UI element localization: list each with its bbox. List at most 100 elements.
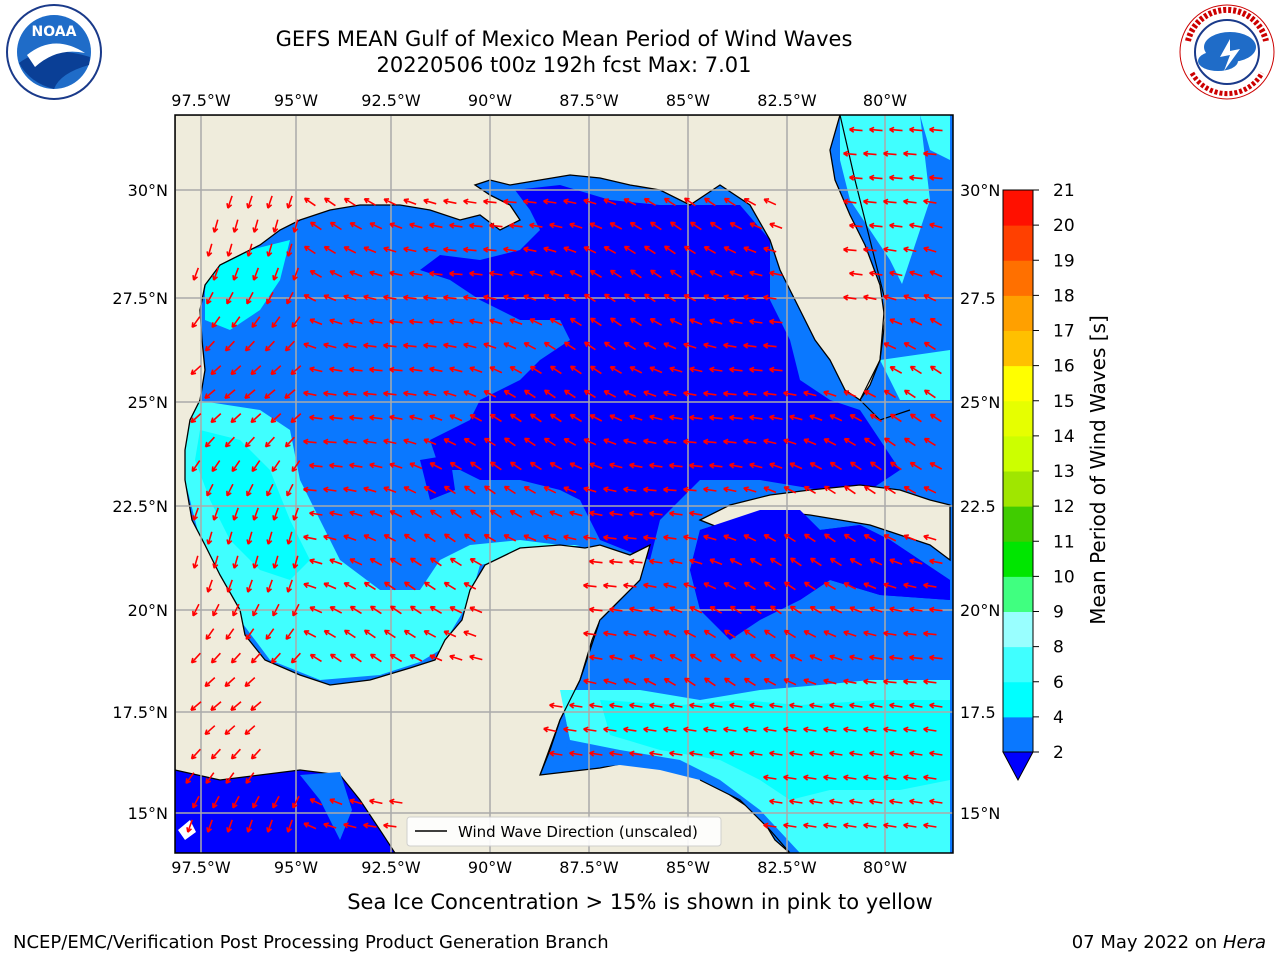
- wind-arrow: [663, 197, 676, 207]
- wind-arrow: [250, 413, 262, 424]
- wind-arrow: [563, 389, 576, 399]
- wind-arrow: [303, 294, 317, 302]
- wind-arrow: [323, 342, 337, 349]
- wind-arrow: [809, 606, 822, 614]
- wind-arrow: [252, 219, 259, 233]
- wind-arrow: [743, 726, 757, 733]
- wind-arrow: [909, 798, 923, 805]
- wind-arrow: [383, 294, 397, 301]
- wind-arrow: [843, 246, 857, 253]
- wind-arrow: [849, 558, 863, 566]
- lon-label-top: 90°W: [468, 91, 512, 110]
- wind-arrow: [669, 221, 682, 231]
- wind-arrow: [849, 654, 863, 661]
- wind-arrow: [206, 579, 213, 593]
- wind-arrow: [489, 413, 502, 423]
- wind-arrow: [769, 318, 783, 325]
- wind-arrow: [869, 222, 883, 229]
- wind-arrow: [683, 294, 697, 302]
- wind-arrow: [889, 126, 903, 133]
- wind-arrow: [789, 414, 803, 421]
- wind-arrow: [563, 534, 577, 541]
- wind-arrow: [383, 629, 396, 639]
- wind-arrow: [246, 195, 253, 209]
- wind-arrow: [449, 222, 463, 229]
- wind-arrow: [629, 654, 643, 661]
- wind-arrow: [929, 798, 943, 805]
- wind-arrow: [769, 222, 783, 229]
- wind-arrow: [703, 294, 717, 302]
- wind-arrow: [883, 534, 897, 542]
- wind-arrow: [863, 390, 877, 398]
- map-title: GEFS MEAN Gulf of Mexico Mean Period of …: [275, 27, 853, 51]
- wind-arrow: [763, 534, 777, 542]
- wind-arrow: [809, 414, 823, 421]
- wind-arrow: [589, 414, 603, 422]
- lat-label-right: 27.5: [960, 289, 996, 308]
- wind-arrow: [629, 750, 643, 757]
- wind-arrow: [286, 483, 294, 497]
- wind-arrow: [523, 294, 537, 301]
- wind-arrow: [291, 316, 301, 329]
- colorbar-tick: 18: [1053, 286, 1075, 306]
- wind-arrow: [429, 462, 443, 470]
- wind-arrow: [669, 606, 683, 614]
- wind-arrow: [252, 555, 259, 569]
- wind-arrow: [903, 294, 917, 302]
- wind-arrow: [629, 414, 643, 421]
- wind-arrow: [503, 534, 517, 542]
- wind-arrow: [443, 198, 457, 205]
- wind-arrow: [192, 507, 199, 521]
- wind-arrow: [723, 726, 737, 733]
- wind-arrow: [211, 316, 221, 329]
- wind-arrow: [190, 748, 201, 760]
- wind-arrow: [292, 267, 300, 281]
- wind-arrow: [244, 725, 256, 736]
- wind-arrow: [292, 555, 299, 569]
- wind-arrow: [803, 390, 817, 397]
- wind-arrow: [483, 342, 497, 349]
- wind-arrow: [252, 603, 260, 617]
- wind-arrow: [743, 581, 756, 591]
- lat-label-right: 17.5: [960, 703, 996, 722]
- colorbar-band: [1003, 330, 1033, 367]
- wind-arrow: [206, 531, 213, 545]
- wind-arrow: [449, 414, 463, 422]
- wind-arrow: [589, 702, 603, 709]
- wind-arrow: [689, 750, 703, 757]
- wind-arrow: [549, 270, 563, 278]
- wind-arrow: [369, 462, 383, 469]
- wind-arrow: [769, 414, 783, 421]
- wind-arrow: [483, 437, 496, 447]
- wind-arrow: [603, 678, 617, 685]
- wind-arrow: [549, 462, 563, 470]
- wind-arrow: [683, 534, 697, 541]
- wind-arrow: [603, 630, 617, 637]
- wind-arrow: [463, 294, 477, 301]
- wind-arrow: [603, 198, 617, 206]
- colorbar-label: Mean Period of Wind Waves [s]: [1086, 315, 1110, 625]
- wind-arrow: [463, 582, 477, 590]
- wind-arrow: [783, 822, 797, 829]
- wind-arrow: [643, 726, 657, 733]
- wind-arrow: [323, 534, 337, 541]
- wind-arrow: [343, 582, 357, 590]
- wind-arrow: [883, 342, 897, 350]
- wind-arrow: [509, 318, 523, 326]
- wind-arrow: [429, 366, 443, 373]
- wind-arrow: [749, 222, 763, 230]
- wind-arrow: [449, 318, 463, 325]
- wind-arrow: [803, 678, 817, 685]
- wind-arrow: [883, 389, 897, 399]
- wind-arrow: [309, 221, 322, 231]
- wind-arrow: [883, 485, 896, 495]
- wind-arrow: [789, 557, 802, 567]
- wind-arrow: [783, 438, 797, 445]
- wind-arrow: [743, 390, 757, 397]
- wind-arrow: [272, 219, 279, 233]
- wind-arrows: [185, 126, 943, 833]
- wind-arrow: [449, 509, 462, 519]
- wind-arrow: [669, 558, 683, 565]
- colorbar-band: [1003, 295, 1033, 331]
- wind-arrow: [503, 342, 517, 350]
